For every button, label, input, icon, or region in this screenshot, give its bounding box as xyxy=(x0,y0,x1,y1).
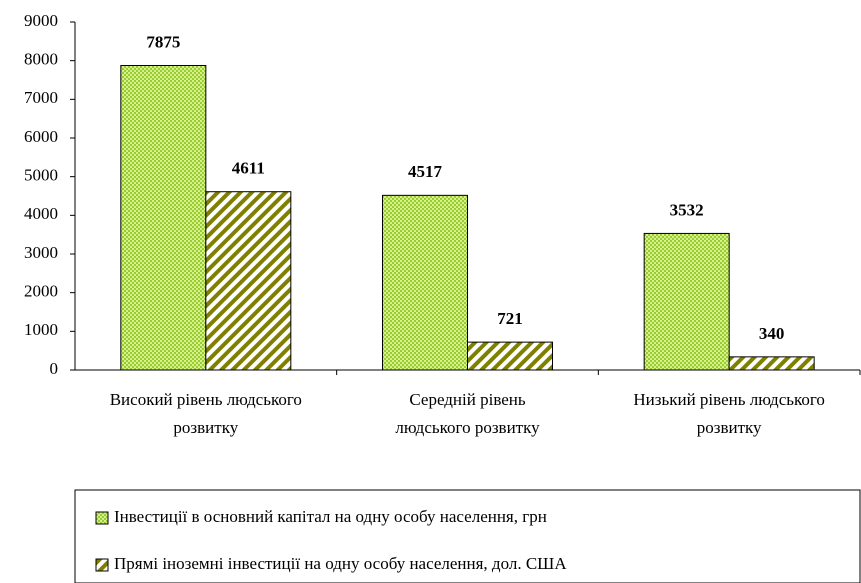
legend-label: Прямі іноземні інвестиції на одну особу … xyxy=(114,554,567,573)
value-label: 721 xyxy=(497,309,523,328)
legend-box xyxy=(74,489,861,583)
bar xyxy=(467,341,553,371)
bar xyxy=(643,232,730,371)
value-label: 340 xyxy=(759,324,785,343)
value-label: 3532 xyxy=(670,200,704,219)
y-tick-label: 5000 xyxy=(24,166,58,185)
x-tick-label: Низький рівень людського розвитку xyxy=(633,390,825,437)
value-label: 4517 xyxy=(408,162,443,181)
bar xyxy=(728,356,815,371)
y-tick-label: 3000 xyxy=(24,243,58,262)
x-tick-label: Високий рівень людського розвитку xyxy=(109,390,302,437)
y-tick-label: 0 xyxy=(50,359,59,378)
y-tick-label: 6000 xyxy=(24,127,58,146)
value-label: 7875 xyxy=(146,32,180,51)
y-tick-label: 2000 xyxy=(24,282,58,301)
y-tick-label: 9000 xyxy=(24,11,58,30)
legend-swatch xyxy=(95,511,109,525)
y-tick-label: 7000 xyxy=(24,88,58,107)
bar xyxy=(205,191,292,371)
y-tick-label: 8000 xyxy=(24,50,58,69)
value-label: 4611 xyxy=(232,159,265,178)
x-tick-label: Середній рівень людського розвитку xyxy=(395,390,540,437)
y-tick-label: 1000 xyxy=(24,320,58,339)
y-tick-label: 4000 xyxy=(24,204,58,223)
legend-swatch xyxy=(95,558,109,572)
bar xyxy=(382,194,468,371)
bar xyxy=(120,65,207,371)
legend-label: Інвестиції в основний капітал на одну ос… xyxy=(114,507,547,526)
